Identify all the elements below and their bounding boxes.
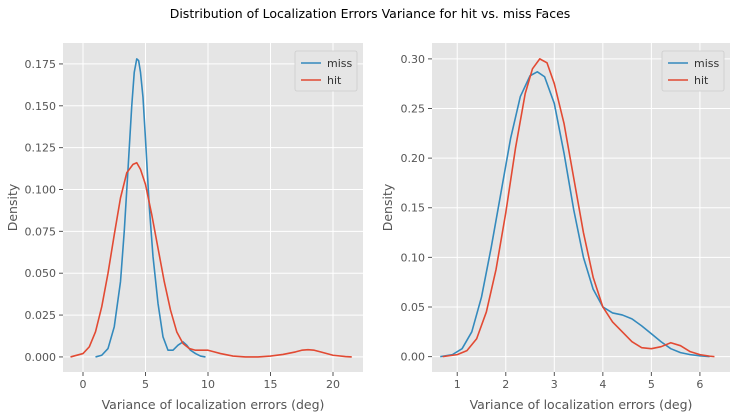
legend-label-hit: hit [327,74,342,87]
x-tick-label: 10 [201,378,215,391]
y-tick-label: 0.025 [25,309,57,322]
series-line-hit [442,58,715,358]
x-tick-label: 20 [326,378,340,391]
legend-box [294,50,358,92]
plot-area [63,43,363,372]
legend-label-hit: hit [694,74,709,87]
x-axis-label: Variance of localization errors (deg) [102,397,325,412]
legend-label-miss: miss [694,57,720,70]
x-tick-label: 6 [696,378,703,391]
x-tick-label: 5 [648,378,655,391]
figure-title: Distribution of Localization Errors Vari… [169,6,571,21]
y-axis-label: Density [380,183,395,231]
chart-panel-1: 0 5 10 15 20 0.000 0.025 0.050 0.075 0.100 0.125 0.… [5,43,363,412]
y-tick-label: 0.15 [401,202,426,215]
x-tick-label: 0 [80,378,87,391]
y-tick-label: 0.150 [25,100,57,113]
x-tick-label: 4 [599,378,606,391]
y-tick-label: 0.100 [25,184,57,197]
legend-box [661,50,725,92]
series-line-miss [95,58,206,358]
x-tick-label: 1 [454,378,461,391]
x-tick-label: 2 [502,378,509,391]
legend: miss hit [294,50,358,92]
y-tick-label: 0.05 [401,301,426,314]
x-tick-label: 15 [264,378,278,391]
y-tick-label: 0.000 [25,351,57,364]
y-tick-label: 0.125 [25,142,57,155]
legend: miss hit [661,50,725,92]
x-tick-label: 3 [551,378,558,391]
x-tick-label: 5 [142,378,149,391]
x-axis-label: Variance of localization errors (deg) [470,397,693,412]
y-tick-label: 0.20 [401,152,426,165]
series-line-hit [70,161,352,358]
y-tick-label: 0.00 [401,351,426,364]
series-line-miss [440,70,710,358]
legend-label-miss: miss [327,57,353,70]
y-tick-label: 0.075 [25,225,57,238]
y-axis-label: Density [5,183,20,231]
y-tick-label: 0.25 [401,103,426,116]
y-tick-label: 0.050 [25,267,57,280]
chart-panel-2: 1 2 3 4 5 6 0.00 0.05 0.10 0.15 0.20 0.25 0.30 Varian… [380,43,730,412]
y-tick-label: 0.30 [401,53,426,66]
y-tick-label: 0.175 [25,58,57,71]
y-tick-label: 0.10 [401,251,426,264]
